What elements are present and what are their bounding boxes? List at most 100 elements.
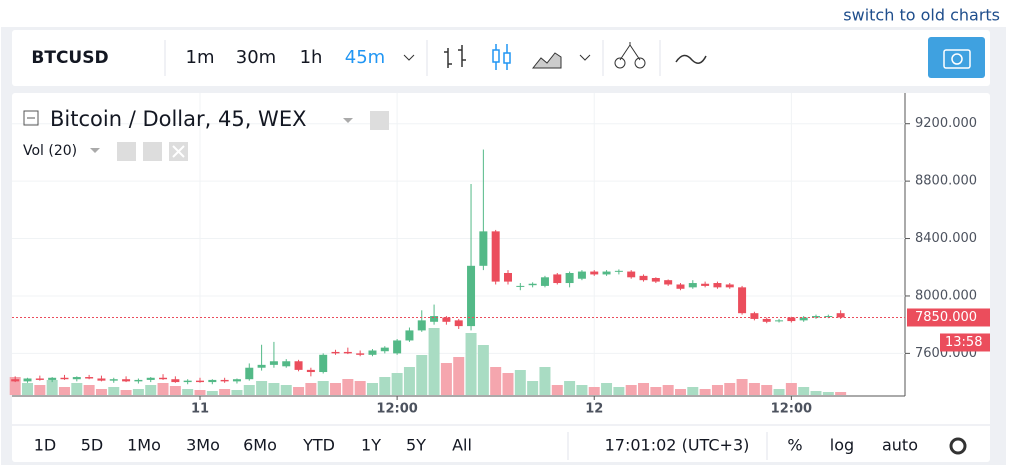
interval[interactable]: 30m <box>236 47 276 68</box>
range-button[interactable]: 5D <box>81 436 104 455</box>
last-price-label: 7850.000 <box>915 310 977 325</box>
plot <box>9 93 905 395</box>
volume-bar <box>440 363 452 395</box>
scale-option[interactable]: log <box>830 436 854 455</box>
volume-bar <box>58 387 70 395</box>
candle-body <box>269 361 278 365</box>
candle-body <box>824 316 833 318</box>
range-button[interactable]: 1D <box>34 436 57 455</box>
candle-body <box>565 272 574 284</box>
volume-bar <box>95 389 107 395</box>
candle-body <box>590 271 599 275</box>
candle-body <box>122 379 131 382</box>
volume-bar <box>539 367 551 395</box>
volume-bar <box>625 385 637 395</box>
candle-body <box>479 231 488 266</box>
dropdown-arrow[interactable] <box>343 118 353 123</box>
candle-body <box>577 271 586 279</box>
volume-bar <box>108 387 120 395</box>
indicator-title: Vol (20) <box>23 143 77 159</box>
candle-body <box>664 280 673 285</box>
candle-body <box>553 274 562 284</box>
compare-icon[interactable] <box>634 57 646 69</box>
settings-icon[interactable] <box>143 142 162 161</box>
volume-bar <box>293 387 305 395</box>
interval[interactable]: 1h <box>300 47 323 68</box>
candle-body <box>614 270 623 272</box>
x-tick-label: 12 <box>585 402 603 417</box>
dropdown-arrow[interactable] <box>403 54 415 61</box>
volume-bar <box>379 377 391 395</box>
volume-bar <box>46 380 58 395</box>
camera-icon <box>951 53 963 65</box>
bars-icon[interactable] <box>444 45 466 68</box>
snapshot-button[interactable] <box>928 37 985 78</box>
candle-body <box>775 320 784 322</box>
scale-option[interactable]: auto <box>882 436 918 455</box>
range-button[interactable]: YTD <box>302 436 335 455</box>
candles-icon[interactable] <box>492 49 500 63</box>
candle-body <box>282 361 291 367</box>
candle-body <box>294 361 303 370</box>
area-icon[interactable] <box>531 52 562 69</box>
volume-bar <box>219 389 231 395</box>
candle-body <box>639 275 648 281</box>
range-button[interactable]: 6Mo <box>243 436 277 455</box>
scale-option[interactable]: % <box>787 436 802 455</box>
range-button[interactable]: 1Y <box>361 436 381 455</box>
compare-icon[interactable] <box>619 42 641 61</box>
candle-body <box>762 318 771 322</box>
countdown: 13:58 <box>945 335 982 350</box>
candle-body <box>196 380 204 383</box>
range-button[interactable]: 1Mo <box>127 436 161 455</box>
candle-body <box>257 364 266 368</box>
candle-body <box>331 351 340 354</box>
volume-bar <box>317 381 329 395</box>
candle-body <box>319 354 328 373</box>
candle-body <box>72 377 81 380</box>
compare-icon[interactable] <box>614 57 626 69</box>
candle-body <box>713 283 722 288</box>
volume-bar <box>502 373 514 395</box>
symbol[interactable]: BTCUSD <box>31 48 108 68</box>
volume-bar <box>551 385 563 395</box>
volume-bar <box>403 367 415 395</box>
volume-bar <box>416 355 428 395</box>
series-title: Bitcoin / Dollar, 45, WEX <box>50 107 306 131</box>
dropdown-arrow[interactable] <box>579 54 591 61</box>
range-button[interactable]: All <box>452 436 472 455</box>
volume-bar <box>169 386 181 395</box>
visibility-icon[interactable] <box>117 142 136 161</box>
candle-body <box>85 377 94 379</box>
dropdown-arrow[interactable] <box>90 148 100 153</box>
range-button[interactable]: 3Mo <box>186 436 220 455</box>
volume-bar <box>711 385 723 395</box>
candle-body <box>109 379 118 381</box>
indicators-icon[interactable] <box>675 54 707 64</box>
candle-body <box>516 285 525 287</box>
candle-body <box>220 379 229 382</box>
volume-bar <box>564 381 576 395</box>
candle-body <box>183 380 192 383</box>
collapse-icon[interactable] <box>23 110 39 126</box>
old-charts-link[interactable]: switch to old charts <box>843 6 1000 25</box>
settings-icon[interactable] <box>949 437 967 455</box>
candle-body <box>812 316 820 318</box>
interval-active[interactable]: 45m <box>345 47 385 68</box>
volume-bar <box>428 328 440 395</box>
interval[interactable]: 1m <box>186 47 215 68</box>
visibility-icon[interactable] <box>370 111 389 130</box>
chart-pane <box>12 93 990 462</box>
range-button[interactable]: 5Y <box>406 436 426 455</box>
volume-bar <box>157 383 169 395</box>
candle-body <box>467 265 476 327</box>
volume-bar <box>687 387 699 395</box>
clock: 17:01:02 (UTC+3) <box>605 436 750 455</box>
x-tick-label: 12:00 <box>376 402 417 417</box>
volume-bar <box>330 383 342 395</box>
volume-bar <box>354 381 366 395</box>
volume-bar <box>773 389 785 395</box>
y-tick-label: 8400.000 <box>915 231 977 246</box>
candles-icon[interactable] <box>503 52 511 64</box>
candle-body <box>60 377 69 380</box>
